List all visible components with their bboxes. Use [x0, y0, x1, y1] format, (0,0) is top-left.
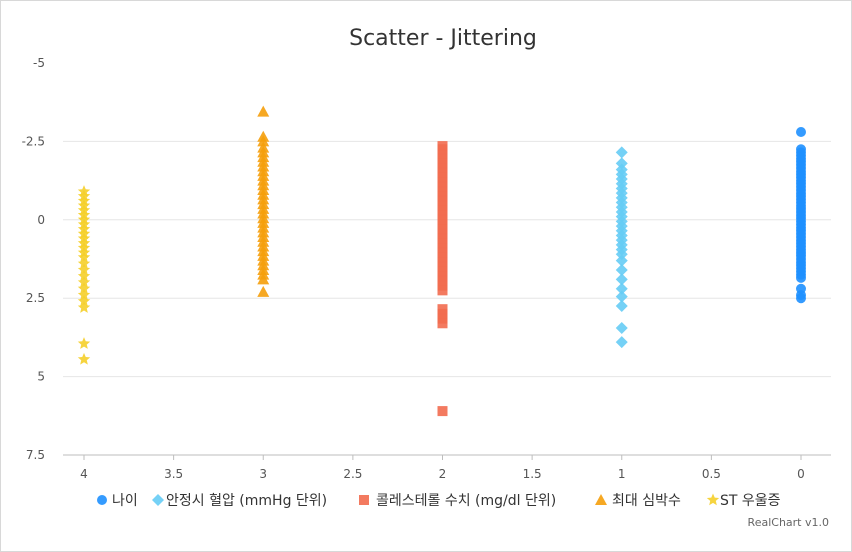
legend-label: ST 우울증: [720, 493, 781, 509]
data-point[interactable]: [257, 105, 270, 117]
x-tick-label: 3: [259, 467, 267, 481]
legend-marker: [97, 495, 107, 505]
data-point[interactable]: [77, 269, 91, 282]
data-point[interactable]: [796, 126, 806, 137]
data-point[interactable]: [615, 254, 628, 267]
data-point[interactable]: [77, 263, 91, 276]
legend-label: 안정시 혈압 (mmHg 단위): [166, 493, 327, 509]
legend-marker: [152, 494, 164, 506]
data-point[interactable]: [77, 337, 91, 349]
x-tick-label: 3.5: [164, 467, 183, 481]
y-tick-label: 5: [37, 370, 45, 384]
data-point[interactable]: [257, 135, 270, 147]
series-triangle: [257, 105, 270, 297]
legend-item[interactable]: 나이: [97, 493, 138, 509]
data-point[interactable]: [615, 321, 628, 334]
data-point[interactable]: [77, 282, 91, 295]
legend-marker: [595, 494, 607, 505]
series-square: [437, 141, 448, 417]
data-point[interactable]: [257, 285, 270, 297]
y-tick-label: -2.5: [22, 134, 45, 148]
data-point[interactable]: [615, 157, 628, 170]
data-point[interactable]: [77, 294, 91, 307]
legend-item[interactable]: 콜레스테롤 수치 (mg/dl 단위): [359, 493, 556, 509]
data-point[interactable]: [77, 276, 91, 288]
credit-label: RealChart v1.0: [748, 516, 829, 529]
legend[interactable]: 나이 안정시 혈압 (mmHg 단위) 콜레스테롤 수치 (mg/dl 단위) 최대 …: [97, 493, 781, 509]
data-point[interactable]: [615, 290, 628, 303]
data-point[interactable]: [615, 300, 628, 313]
legend-item[interactable]: 최대 심박수: [595, 493, 681, 509]
x-tick-label: 4: [80, 467, 88, 481]
data-point[interactable]: [796, 272, 806, 283]
series-star: [77, 185, 91, 365]
data-point[interactable]: [257, 273, 270, 285]
plot-area: [77, 105, 806, 417]
data-point[interactable]: [77, 352, 91, 365]
data-point[interactable]: [437, 406, 448, 417]
data-point[interactable]: [796, 293, 806, 304]
data-point[interactable]: [77, 301, 91, 313]
x-tick-label: 1.5: [523, 467, 542, 481]
y-tick-label: 0: [37, 213, 45, 227]
y-axis-ticks: -5 -2.5 0 2.5 5 7.5: [22, 56, 45, 462]
data-point[interactable]: [77, 257, 91, 269]
series-circle: [796, 126, 806, 304]
data-point[interactable]: [615, 282, 628, 295]
x-tick-label: 0: [797, 467, 805, 481]
data-point[interactable]: [615, 248, 628, 261]
chart-title: Scatter - Jittering: [349, 26, 537, 51]
y-tick-label: -5: [33, 56, 45, 70]
data-point[interactable]: [77, 250, 91, 263]
legend-marker: [359, 495, 369, 505]
x-tick-label: 2: [439, 467, 447, 481]
data-point[interactable]: [437, 285, 448, 296]
data-point[interactable]: [615, 146, 628, 159]
series-diamond: [615, 146, 628, 349]
x-axis-ticks: 4 3.5 3 2.5 2 1.5 1 0.5 0: [80, 455, 805, 481]
legend-item[interactable]: ST 우울증: [706, 493, 781, 509]
data-point[interactable]: [437, 318, 448, 329]
y-tick-label: 2.5: [26, 291, 45, 305]
x-tick-label: 0.5: [702, 467, 721, 481]
y-tick-label: 7.5: [26, 448, 45, 462]
data-point[interactable]: [615, 336, 628, 349]
x-tick-label: 1: [618, 467, 626, 481]
legend-marker: [706, 493, 720, 506]
legend-label: 나이: [112, 493, 138, 509]
data-point[interactable]: [77, 288, 91, 301]
legend-label: 콜레스테롤 수치 (mg/dl 단위): [376, 493, 556, 509]
legend-label: 최대 심박수: [612, 493, 681, 509]
data-point[interactable]: [615, 273, 628, 286]
x-tick-label: 2.5: [343, 467, 362, 481]
legend-item[interactable]: 안정시 혈압 (mmHg 단위): [152, 493, 327, 509]
data-point[interactable]: [615, 263, 628, 276]
